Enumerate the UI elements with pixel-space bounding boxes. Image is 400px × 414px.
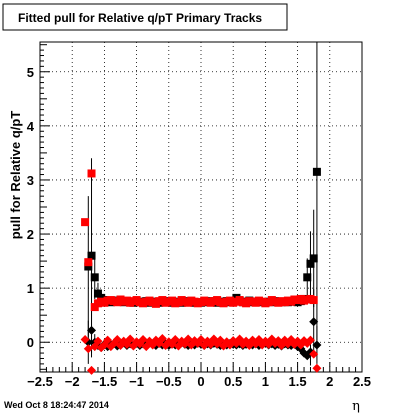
x-tick-label: 2.5 [353, 374, 371, 389]
data-markers [80, 167, 322, 375]
x-axis-label: η [352, 399, 360, 414]
y-axis-label: pull for Relative q/pT [8, 111, 23, 240]
square-marker [309, 254, 318, 263]
diamond-marker [138, 335, 148, 345]
diamond-marker [305, 335, 315, 345]
square-marker [84, 258, 93, 267]
x-tick-label: 2 [326, 374, 333, 389]
square-marker [87, 169, 96, 178]
y-tick-label: 5 [27, 65, 34, 80]
diamond-marker [312, 340, 322, 350]
y-tick-label: 2 [27, 227, 34, 242]
diamond-marker [170, 335, 180, 345]
square-marker [84, 262, 93, 271]
diamond-marker [312, 363, 322, 373]
title-box-frame [2, 3, 288, 31]
y-tick-label: 4 [27, 119, 35, 134]
diamond-marker [183, 334, 193, 344]
diamond-marker [87, 325, 97, 335]
diamond-marker [309, 317, 319, 327]
footer-timestamp: Wed Oct 8 18:24:47 2014 [4, 400, 109, 410]
square-marker [303, 273, 312, 282]
diamond-marker [93, 336, 103, 346]
diamond-marker [309, 349, 319, 359]
diamond-marker [103, 335, 113, 345]
x-tick-label: −2.5 [27, 374, 53, 389]
diamond-marker [125, 334, 135, 344]
x-tick-label: −1 [129, 374, 144, 389]
x-tick-label: −0.5 [156, 374, 182, 389]
square-marker [81, 218, 90, 227]
square-marker [93, 289, 102, 298]
y-tick-label: 3 [27, 173, 34, 188]
diamond-marker [112, 335, 122, 345]
chart-title: Fitted pull for Relative q/pT Primary Tr… [18, 11, 262, 25]
x-tick-labels: −2.5 −2 −1.5 −1 −0.5 0 0.5 1 1.5 2 2.5 [27, 374, 371, 389]
x-tick-label: −1.5 [92, 374, 118, 389]
y-tick-label: 0 [27, 335, 34, 350]
y-tick-labels: 0 1 2 3 4 5 [27, 65, 35, 350]
x-tick-label: 0.5 [224, 374, 242, 389]
square-marker [90, 273, 99, 282]
square-marker [312, 167, 321, 176]
y-tick-label: 1 [27, 281, 34, 296]
diamond-marker [196, 335, 206, 345]
x-tick-label: 1.5 [289, 374, 307, 389]
x-tick-label: 0 [197, 374, 204, 389]
diamond-marker [215, 335, 225, 345]
square-marker [87, 251, 96, 260]
x-tick-label: −2 [65, 374, 80, 389]
x-tick-label: 1 [262, 374, 269, 389]
diamond-marker [80, 335, 90, 345]
axis-ticks [39, 44, 363, 372]
diamond-marker [157, 333, 167, 343]
diamond-marker [87, 365, 97, 375]
square-marker [306, 259, 315, 268]
square-marker [309, 296, 318, 305]
title-box: Fitted pull for Relative q/pT Primary Tr… [2, 3, 288, 31]
